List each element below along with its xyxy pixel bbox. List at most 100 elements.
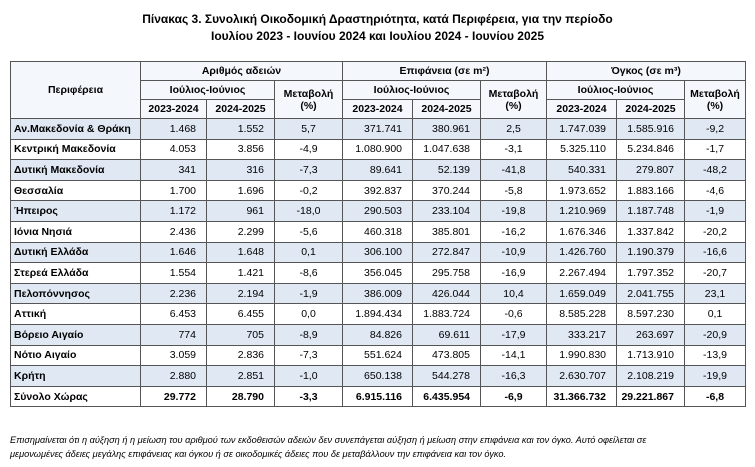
cell-value: 380.961 bbox=[412, 118, 481, 140]
cell-value: -8,9 bbox=[274, 323, 343, 346]
cell-value: -20,7 bbox=[684, 262, 746, 284]
cell-value: 306.100 bbox=[342, 241, 413, 264]
cell-value: -13,9 bbox=[684, 344, 746, 367]
cell-value: 1.676.346 bbox=[546, 220, 617, 243]
cell-value: 341 bbox=[140, 159, 207, 181]
footnote: Επισημαίνεται ότι η αύξηση ή η μείωση το… bbox=[10, 435, 647, 445]
table-row: Πελοπόννησος 2.236 2.194 -1,9 386.009 426.044… bbox=[10, 282, 746, 305]
cell-value: -17,9 bbox=[480, 323, 547, 346]
table-row: Σύνολο Χώρας 29.772 28.790 -3,3 6.915.116 6.4… bbox=[10, 385, 746, 408]
cell-value: -16,2 bbox=[480, 220, 547, 243]
cell-value: 1.468 bbox=[140, 118, 207, 140]
cell-value: 961 bbox=[206, 200, 275, 222]
table-row: Θεσσαλία 1.700 1.696 -0,2 392.837 370.244 -5,8… bbox=[10, 179, 746, 202]
region-name: Αττική bbox=[10, 303, 141, 325]
table-row: Ήπειρος 1.172 961 -18,0 290.503 233.104 -19,8 1… bbox=[10, 200, 746, 222]
cell-value: 473.805 bbox=[412, 344, 481, 367]
cell-value: 2.236 bbox=[140, 282, 207, 305]
cell-value: 6.435.954 bbox=[412, 385, 481, 408]
region-name: Πελοπόννησος bbox=[10, 282, 141, 305]
year-header: 2023-2024 bbox=[546, 99, 617, 119]
cell-value: -0,2 bbox=[274, 179, 343, 202]
cell-value: -7,3 bbox=[274, 159, 343, 181]
cell-value: 84.826 bbox=[342, 323, 413, 346]
cell-value: 279.807 bbox=[616, 159, 685, 181]
cell-value: -1,9 bbox=[684, 200, 746, 222]
table-row: Αν.Μακεδονία & Θράκη 1.468 1.552 5,7 371.741… bbox=[10, 118, 746, 140]
cell-value: -6,8 bbox=[684, 385, 746, 408]
cell-value: 3.059 bbox=[140, 344, 207, 367]
cell-value: 1.797.352 bbox=[616, 262, 685, 284]
cell-value: 6.915.116 bbox=[342, 385, 413, 408]
cell-value: 774 bbox=[140, 323, 207, 346]
region-name: Σύνολο Χώρας bbox=[10, 385, 141, 408]
cell-value: -16,6 bbox=[684, 241, 746, 264]
cell-value: 1.047.638 bbox=[412, 138, 481, 161]
region-name: Νότιο Αιγαίο bbox=[10, 344, 141, 367]
cell-value: -7,3 bbox=[274, 344, 343, 367]
cell-value: -19,9 bbox=[684, 365, 746, 387]
cell-value: -41,8 bbox=[480, 159, 547, 181]
title: Πίνακας 3. Συνολική Οικοδομική Δραστηριό… bbox=[142, 12, 613, 26]
cell-value: 385.801 bbox=[412, 220, 481, 243]
cell-value: -16,3 bbox=[480, 365, 547, 387]
cell-value: 10,4 bbox=[480, 282, 547, 305]
year-header: 2023-2024 bbox=[342, 99, 413, 119]
column-header: Περιφέρεια bbox=[10, 61, 141, 119]
cell-value: 3.856 bbox=[206, 138, 275, 161]
cell-value: -1,0 bbox=[274, 365, 343, 387]
cell-value: 1.421 bbox=[206, 262, 275, 284]
cell-value: -4,6 bbox=[684, 179, 746, 202]
region-name: Βόρειο Αιγαίο bbox=[10, 323, 141, 346]
cell-value: 2.041.755 bbox=[616, 282, 685, 305]
cell-value: 233.104 bbox=[412, 200, 481, 222]
cell-value: 705 bbox=[206, 323, 275, 346]
region-name: Δυτική Ελλάδα bbox=[10, 241, 141, 264]
cell-value: 1.713.910 bbox=[616, 344, 685, 367]
cell-value: 89.641 bbox=[342, 159, 413, 181]
region-name: Θεσσαλία bbox=[10, 179, 141, 202]
cell-value: 1.648 bbox=[206, 241, 275, 264]
cell-value: 295.758 bbox=[412, 262, 481, 284]
cell-value: 2.630.707 bbox=[546, 365, 617, 387]
cell-value: -0,6 bbox=[480, 303, 547, 325]
cell-value: 0,0 bbox=[274, 303, 343, 325]
cell-value: 0,1 bbox=[684, 303, 746, 325]
cell-value: 6.455 bbox=[206, 303, 275, 325]
region-name: Κρήτη bbox=[10, 365, 141, 387]
table-row: Ιούλιος-Ιούνιος Μεταβολή (%) Ιούλιος-Ιούνι… bbox=[11, 80, 746, 119]
region-name: Δυτική Μακεδονία bbox=[10, 159, 141, 181]
cell-value: -20,9 bbox=[684, 323, 746, 346]
cell-value: 2,5 bbox=[480, 118, 547, 140]
cell-value: -4,9 bbox=[274, 138, 343, 161]
cell-value: 2.880 bbox=[140, 365, 207, 387]
table-row: Αττική 6.453 6.455 0,0 1.894.434 1.883.724 -0,… bbox=[10, 303, 746, 325]
region-name: Ιόνια Νησιά bbox=[10, 220, 141, 243]
table-row: Στερεά Ελλάδα 1.554 1.421 -8,6 356.045 295.75… bbox=[10, 262, 746, 284]
change-header: Μεταβολή (%) bbox=[684, 80, 746, 119]
cell-value: 370.244 bbox=[412, 179, 481, 202]
cell-value: 1.187.748 bbox=[616, 200, 685, 222]
cell-value: 356.045 bbox=[342, 262, 413, 284]
cell-value: 5.234.846 bbox=[616, 138, 685, 161]
year-header: 2024-2025 bbox=[412, 99, 481, 119]
cell-value: 386.009 bbox=[342, 282, 413, 305]
cell-value: -8,6 bbox=[274, 262, 343, 284]
cell-value: 1.426.760 bbox=[546, 241, 617, 264]
cell-value: -3,1 bbox=[480, 138, 547, 161]
cell-value: 263.697 bbox=[616, 323, 685, 346]
year-header: 2023-2024 bbox=[140, 99, 207, 119]
table-row: Δυτική Ελλάδα 1.646 1.648 0,1 306.100 272.847… bbox=[10, 241, 746, 264]
change-header: Μεταβολή (%) bbox=[274, 80, 343, 119]
cell-value: 5.325.110 bbox=[546, 138, 617, 161]
cell-value: 1.883.724 bbox=[412, 303, 481, 325]
table-row: Περιφέρεια Αριθμός αδειών Επιφάνεια (σε m²… bbox=[10, 61, 746, 119]
cell-value: -16,9 bbox=[480, 262, 547, 284]
cell-value: 31.366.732 bbox=[546, 385, 617, 408]
cell-value: 544.278 bbox=[412, 365, 481, 387]
cell-value: 1.210.969 bbox=[546, 200, 617, 222]
footnote: μεμονωμένες άδειες μεγάλης επιφάνειας κα… bbox=[10, 449, 507, 459]
cell-value: 1.696 bbox=[206, 179, 275, 202]
cell-value: 5,7 bbox=[274, 118, 343, 140]
